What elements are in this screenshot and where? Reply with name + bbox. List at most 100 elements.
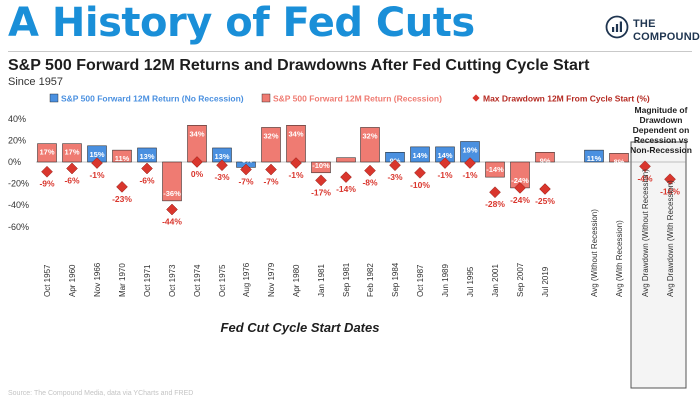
y-tick-label: -40% xyxy=(8,200,29,210)
x-tick-label: Oct 1974 xyxy=(193,264,202,297)
drawdown-marker xyxy=(364,164,376,177)
compound-logo-icon xyxy=(605,15,629,39)
source-note: Source: The Compound Media, data via YCh… xyxy=(8,390,194,397)
drawdown-label: -17% xyxy=(311,187,331,197)
y-tick-label: 40% xyxy=(8,114,26,124)
return-label: 11% xyxy=(587,154,602,163)
return-label: -14% xyxy=(486,165,504,174)
x-tick-label: Oct 1957 xyxy=(43,264,52,297)
drawdown-label: -1% xyxy=(288,170,304,180)
legend-swatch-no_recession xyxy=(49,93,59,103)
chart-subtitle: Since 1957 xyxy=(8,76,64,88)
drawdown-marker xyxy=(265,163,277,176)
drawdown-marker xyxy=(464,157,476,169)
y-tick-label: 0% xyxy=(8,157,21,167)
x-tick-label: Jun 1989 xyxy=(441,264,450,297)
drawdown-marker xyxy=(240,163,252,176)
drawdown-marker xyxy=(539,183,551,195)
x-tick-label: Avg Drawdown (With Recession) xyxy=(666,180,675,297)
drawdown-label: -3% xyxy=(214,172,230,182)
drawdown-marker xyxy=(489,186,501,199)
return-label: 17% xyxy=(39,148,54,157)
drawdown-marker xyxy=(514,182,526,194)
drawdown-marker xyxy=(340,171,352,183)
drawdown-label: -1% xyxy=(437,170,453,180)
legend-label: S&P 500 Forward 12M Return (No Recession… xyxy=(61,94,244,104)
drawdown-label: -14% xyxy=(336,184,356,194)
return-label: 13% xyxy=(214,152,229,161)
return-bar xyxy=(485,161,505,178)
drawdown-label: -23% xyxy=(112,194,132,204)
return-bar xyxy=(162,161,182,202)
x-tick-label: Sep 1984 xyxy=(391,262,400,297)
drawdown-marker xyxy=(166,203,178,216)
x-tick-label: Oct 1973 xyxy=(168,264,177,297)
annotation-text: Non-Recession xyxy=(630,145,692,155)
drawdown-label: -3% xyxy=(387,172,403,182)
x-tick-label: Mar 1970 xyxy=(118,263,127,297)
return-bar xyxy=(410,146,430,163)
return-label: 11% xyxy=(115,154,130,163)
return-label: 13% xyxy=(139,152,154,161)
drawdown-label: -7% xyxy=(238,177,254,187)
x-tick-label: Apr 1980 xyxy=(292,264,301,297)
chart-title: S&P 500 Forward 12M Returns and Drawdown… xyxy=(8,57,590,74)
return-label: 15% xyxy=(89,150,104,159)
return-label: -10% xyxy=(312,161,330,170)
avg-drawdown-box xyxy=(630,141,687,389)
x-tick-label: Jul 1995 xyxy=(466,266,475,297)
x-tick-label: Jan 2001 xyxy=(491,264,500,297)
drawdown-label: -10% xyxy=(410,180,430,190)
return-label: 14% xyxy=(412,151,427,160)
drawdown-marker xyxy=(141,162,153,175)
return-label: 32% xyxy=(263,131,278,140)
return-label: 17% xyxy=(64,148,79,157)
brand-logo: THE COMPOUND xyxy=(605,14,700,46)
drawdown-marker xyxy=(439,157,451,169)
return-label: -24% xyxy=(511,176,529,185)
x-tick-label: Avg Drawdown (Without Recession) xyxy=(641,169,650,297)
legend-swatch-recession xyxy=(261,93,271,103)
drawdown-marker xyxy=(414,166,426,179)
return-bar xyxy=(535,152,555,163)
drawdown-marker xyxy=(66,162,78,175)
drawdown-marker xyxy=(91,157,103,169)
drawdown-marker xyxy=(216,159,228,172)
return-label: 34% xyxy=(288,129,303,138)
return-bar xyxy=(137,147,157,163)
y-tick-label: -20% xyxy=(8,179,29,189)
x-tick-label: Sep 2007 xyxy=(516,262,525,297)
drawdown-label: -7% xyxy=(263,177,279,187)
return-label: -5% xyxy=(239,155,253,164)
drawdown-marker xyxy=(639,160,651,173)
x-tick-label: Oct 1975 xyxy=(218,264,227,297)
return-bar xyxy=(62,143,82,163)
drawdown-label: -8% xyxy=(362,178,378,188)
brand-name-line2: COMPOUND xyxy=(633,31,700,43)
return-bar xyxy=(311,161,331,174)
x-axis-title: Fed Cut Cycle Start Dates xyxy=(221,320,380,335)
return-label: 8% xyxy=(614,157,625,166)
return-label: 9% xyxy=(540,156,551,165)
x-tick-label: Feb 1982 xyxy=(366,263,375,297)
return-bar xyxy=(112,149,132,163)
x-tick-label: Apr 1960 xyxy=(68,264,77,297)
return-label: 34% xyxy=(189,129,204,138)
drawdown-marker xyxy=(116,180,128,193)
drawdown-label: -44% xyxy=(162,217,182,227)
annotation-text: Drawdown xyxy=(640,115,683,125)
legend-label: Max Drawdown 12M From Cycle Start (%) xyxy=(483,94,650,104)
drawdown-marker xyxy=(664,173,676,186)
drawdown-label: -1% xyxy=(462,170,478,180)
x-tick-label: Nov 1966 xyxy=(93,262,102,297)
x-tick-label: Sep 1981 xyxy=(342,262,351,297)
x-tick-label: Avg (Without Recession) xyxy=(590,209,599,297)
return-label: 14% xyxy=(437,151,452,160)
x-tick-label: Aug 1976 xyxy=(242,262,251,297)
drawdown-label: -1% xyxy=(89,170,105,180)
return-label: 4% xyxy=(341,162,352,171)
x-tick-label: Jul 2019 xyxy=(541,266,550,297)
x-tick-label: Nov 1979 xyxy=(267,262,276,297)
annotation-text: Recession vs xyxy=(634,135,689,145)
